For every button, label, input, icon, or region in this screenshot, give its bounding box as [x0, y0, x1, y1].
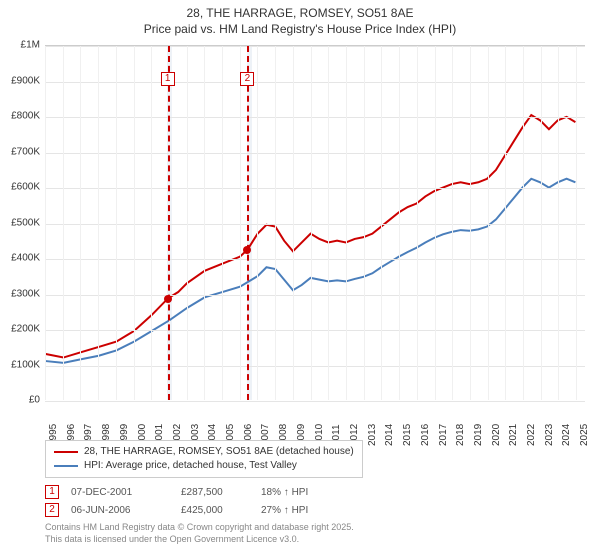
y-tick-label: £500K: [11, 217, 40, 228]
title-line1: 28, THE HARRAGE, ROMSEY, SO51 8AE: [0, 6, 600, 22]
chart-container: 28, THE HARRAGE, ROMSEY, SO51 8AE Price …: [0, 0, 600, 560]
y-tick-label: £700K: [11, 146, 40, 157]
x-tick-label: 2018: [455, 424, 466, 446]
footer-line1: Contains HM Land Registry data © Crown c…: [45, 522, 354, 534]
gridline-v: [80, 46, 81, 400]
gridline-v: [452, 46, 453, 400]
gridline-v: [134, 46, 135, 400]
gridline-h: [45, 259, 585, 260]
events-table: 1 07-DEC-2001£287,50018% ↑ HPI 2 06-JUN-200…: [45, 483, 351, 519]
gridline-h: [45, 188, 585, 189]
marker-line: [247, 46, 249, 400]
x-tick-label: 2022: [526, 424, 537, 446]
gridline-v: [257, 46, 258, 400]
x-axis: 1995199619971998199920002001200220032004…: [45, 402, 585, 442]
gridline-h: [45, 117, 585, 118]
x-tick-label: 2025: [579, 424, 590, 446]
event-row: 1 07-DEC-2001£287,50018% ↑ HPI: [45, 483, 351, 501]
gridline-h: [45, 153, 585, 154]
marker-label-1: 1: [161, 72, 175, 86]
event-marker: 2: [45, 503, 59, 517]
gridline-v: [275, 46, 276, 400]
legend-label: HPI: Average price, detached house, Test…: [84, 459, 297, 473]
x-tick-label: 2024: [561, 424, 572, 446]
x-tick-label: 2017: [438, 424, 449, 446]
y-axis: £0£100K£200K£300K£400K£500K£600K£700K£80…: [0, 45, 42, 400]
gridline-v: [364, 46, 365, 400]
y-tick-label: £300K: [11, 288, 40, 299]
gridline-v: [417, 46, 418, 400]
data-point: [164, 295, 172, 303]
gridline-v: [541, 46, 542, 400]
event-price: £287,500: [181, 487, 261, 498]
gridline-v: [311, 46, 312, 400]
gridline-v: [523, 46, 524, 400]
event-price: £425,000: [181, 505, 261, 516]
x-tick-label: 2020: [491, 424, 502, 446]
x-tick-label: 2023: [544, 424, 555, 446]
gridline-v: [204, 46, 205, 400]
marker-label-2: 2: [240, 72, 254, 86]
legend: 28, THE HARRAGE, ROMSEY, SO51 8AE (detac…: [45, 440, 363, 478]
gridline-h: [45, 46, 585, 47]
y-tick-label: £600K: [11, 182, 40, 193]
gridline-v: [116, 46, 117, 400]
gridline-h: [45, 295, 585, 296]
event-pct: 18% ↑ HPI: [261, 487, 351, 498]
gridline-v: [328, 46, 329, 400]
x-tick-label: 2013: [367, 424, 378, 446]
gridline-v: [240, 46, 241, 400]
x-tick-label: 2015: [402, 424, 413, 446]
footer: Contains HM Land Registry data © Crown c…: [45, 522, 354, 545]
gridline-h: [45, 366, 585, 367]
gridline-v: [151, 46, 152, 400]
gridline-v: [222, 46, 223, 400]
gridline-v: [470, 46, 471, 400]
title-line2: Price paid vs. HM Land Registry's House …: [0, 22, 600, 38]
event-pct: 27% ↑ HPI: [261, 505, 351, 516]
gridline-h: [45, 82, 585, 83]
title-block: 28, THE HARRAGE, ROMSEY, SO51 8AE Price …: [0, 0, 600, 41]
gridline-v: [63, 46, 64, 400]
y-tick-label: £1M: [21, 40, 40, 51]
y-tick-label: £0: [29, 395, 40, 406]
gridline-v: [505, 46, 506, 400]
gridline-v: [346, 46, 347, 400]
gridline-v: [187, 46, 188, 400]
x-tick-label: 2021: [508, 424, 519, 446]
y-tick-label: £100K: [11, 359, 40, 370]
event-date: 07-DEC-2001: [71, 487, 181, 498]
gridline-v: [576, 46, 577, 400]
data-point: [243, 246, 251, 254]
event-date: 06-JUN-2006: [71, 505, 181, 516]
event-marker: 1: [45, 485, 59, 499]
gridline-v: [381, 46, 382, 400]
legend-swatch: [54, 451, 78, 453]
gridline-v: [293, 46, 294, 400]
y-tick-label: £800K: [11, 111, 40, 122]
event-row: 2 06-JUN-2006£425,00027% ↑ HPI: [45, 501, 351, 519]
y-tick-label: £400K: [11, 253, 40, 264]
gridline-v: [45, 46, 46, 400]
marker-line: [168, 46, 170, 400]
x-tick-label: 2016: [420, 424, 431, 446]
x-tick-label: 2019: [473, 424, 484, 446]
y-tick-label: £900K: [11, 75, 40, 86]
legend-row: HPI: Average price, detached house, Test…: [54, 459, 354, 473]
legend-label: 28, THE HARRAGE, ROMSEY, SO51 8AE (detac…: [84, 445, 354, 459]
gridline-v: [98, 46, 99, 400]
gridline-v: [558, 46, 559, 400]
x-tick-label: 2014: [384, 424, 395, 446]
legend-row: 28, THE HARRAGE, ROMSEY, SO51 8AE (detac…: [54, 445, 354, 459]
y-tick-label: £200K: [11, 324, 40, 335]
legend-swatch: [54, 465, 78, 467]
gridline-h: [45, 224, 585, 225]
gridline-h: [45, 330, 585, 331]
gridline-v: [435, 46, 436, 400]
plot-area: 12: [45, 45, 585, 400]
footer-line2: This data is licensed under the Open Gov…: [45, 534, 354, 546]
gridline-v: [399, 46, 400, 400]
gridline-v: [488, 46, 489, 400]
